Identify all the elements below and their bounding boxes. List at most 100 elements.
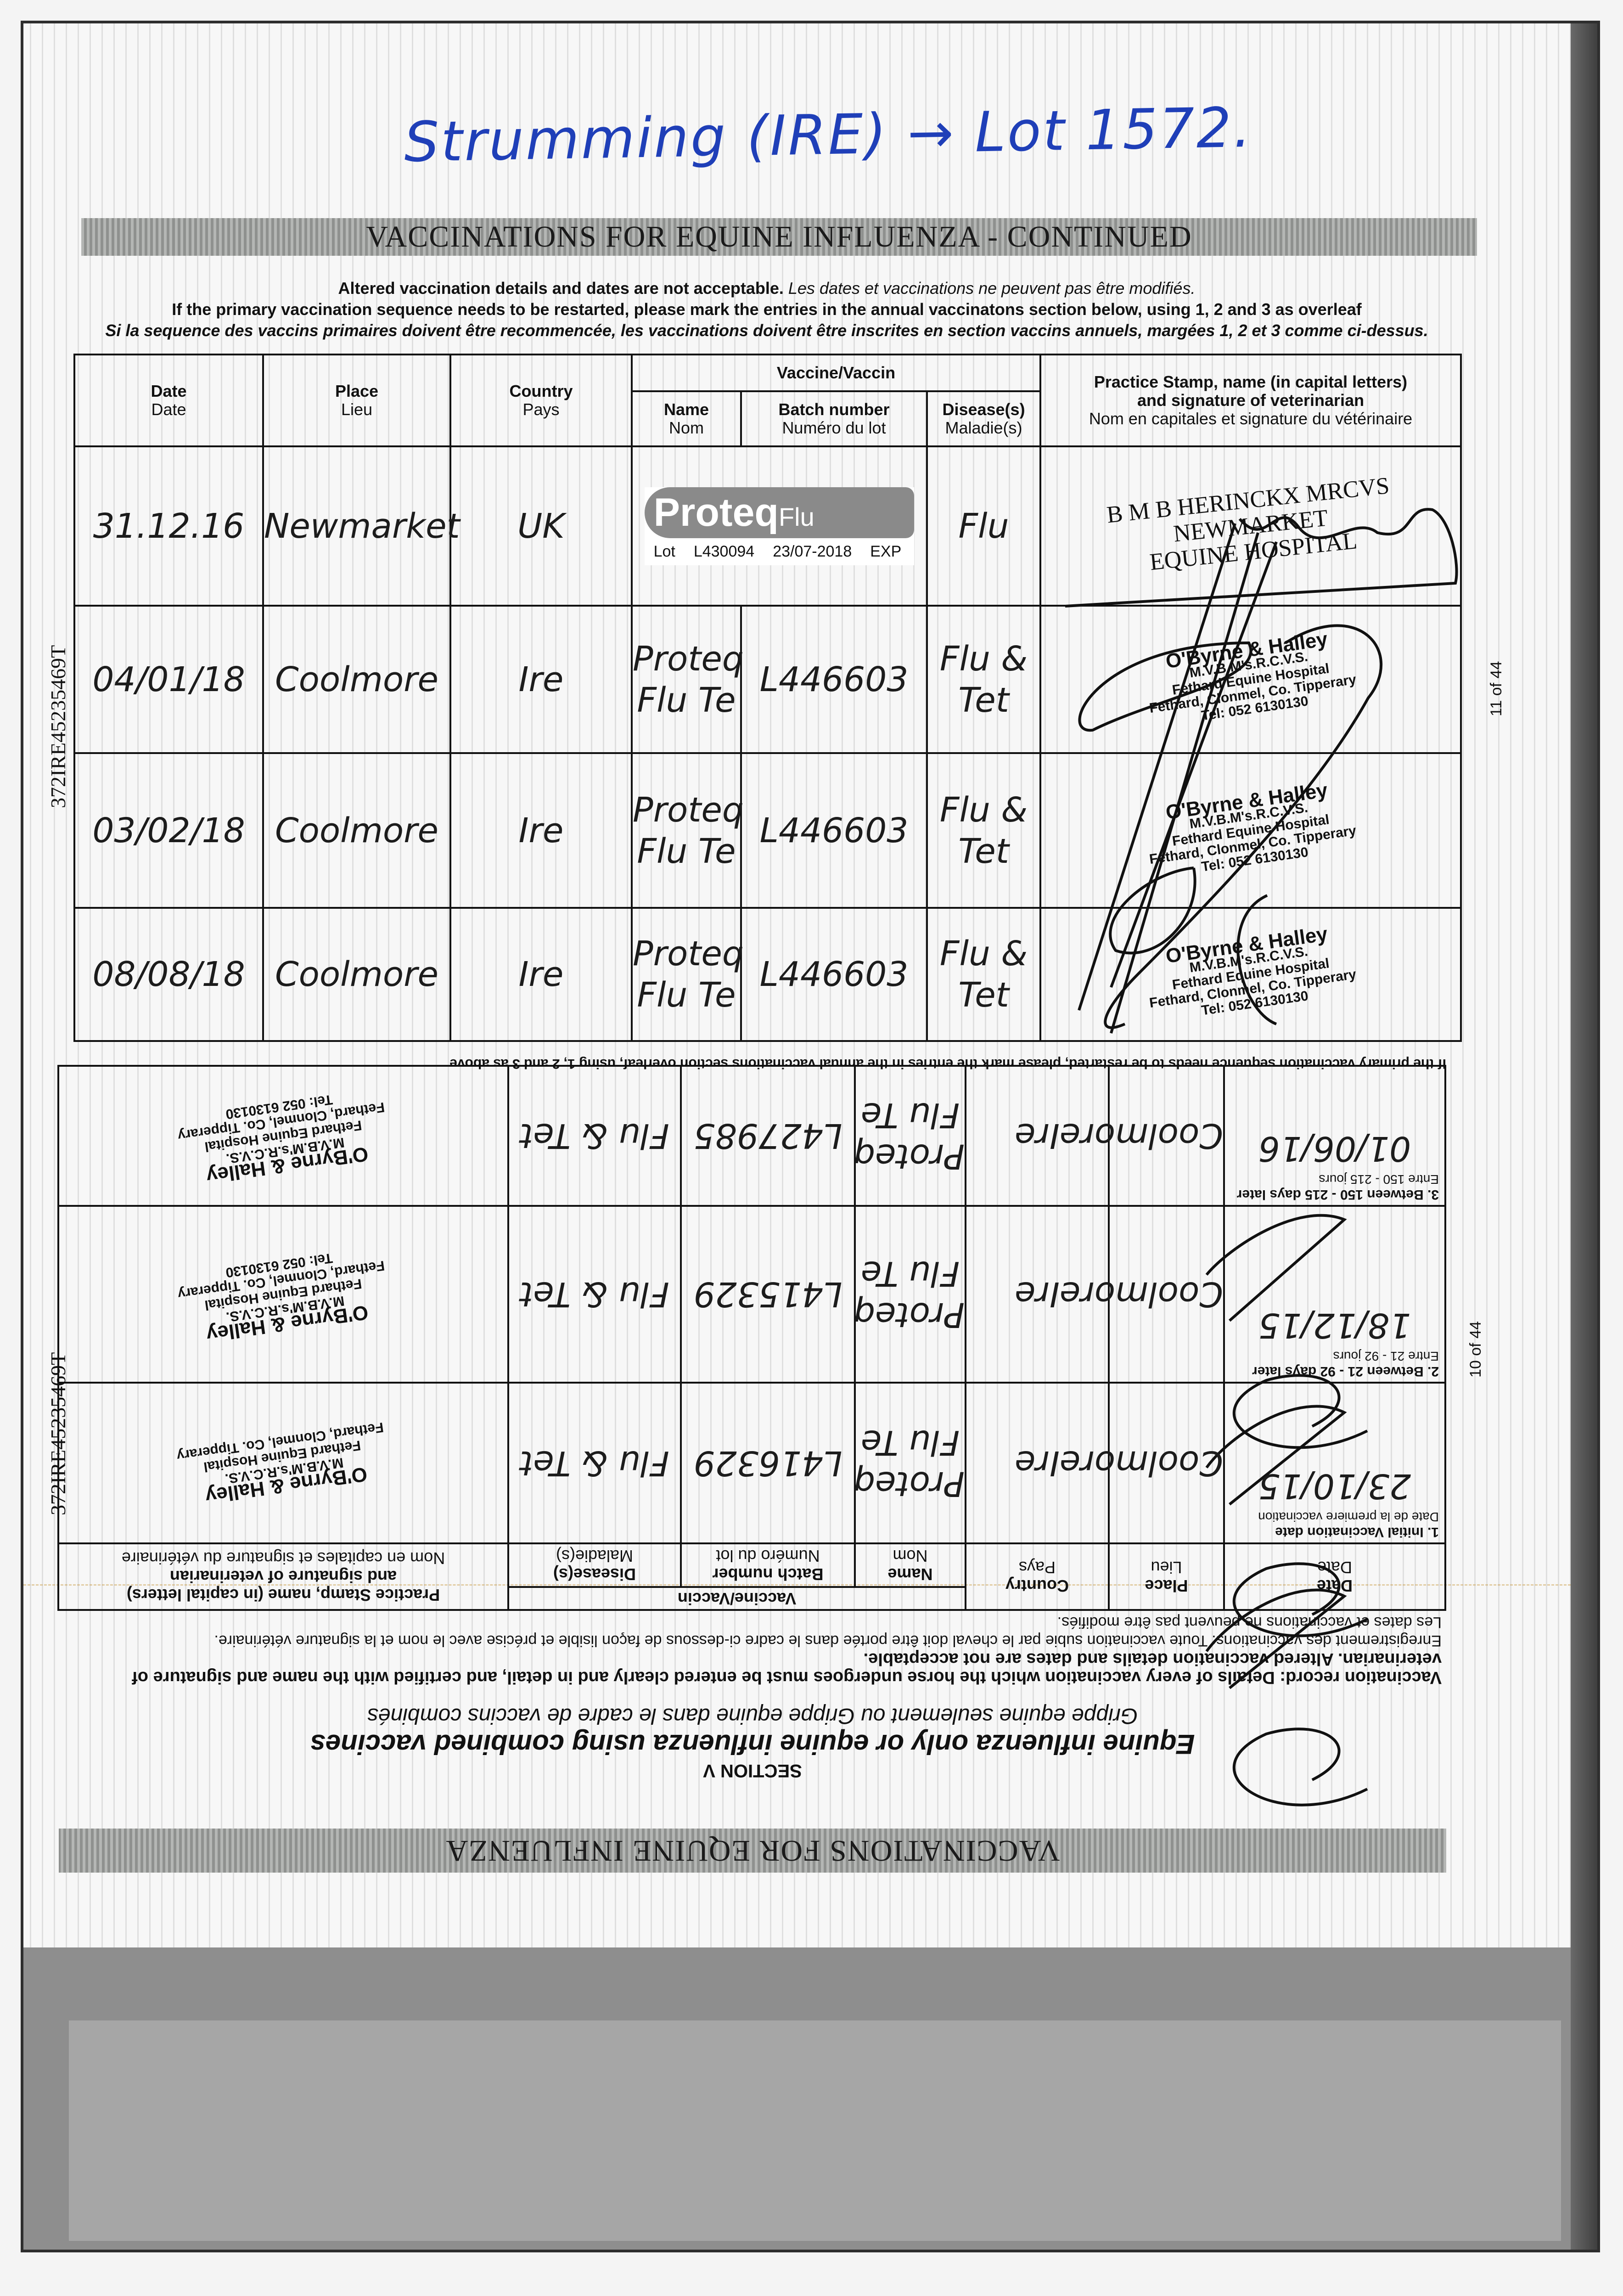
note-altered-fr: Les dates et vaccinations ne peuvent pas… bbox=[788, 279, 1196, 298]
place-cell: Coolmore bbox=[1060, 1066, 1224, 1206]
disease-cell: Flu & Tet bbox=[926, 752, 1042, 909]
country-cell: UK bbox=[449, 445, 633, 607]
batch-cell: L446603 bbox=[740, 605, 928, 754]
header-name: Name Nom bbox=[855, 1543, 966, 1587]
header-place: Place Lieu bbox=[1109, 1543, 1224, 1610]
page-number-upper: 11 of 44 bbox=[1488, 661, 1505, 716]
table-row: 31.12.16 Newmarket UK ProteqFlu Lot L4300… bbox=[73, 445, 1462, 607]
scanner-bed bbox=[69, 2020, 1561, 2241]
section-title-band: VACCINATIONS FOR EQUINE INFLUENZA - CONT… bbox=[81, 218, 1477, 256]
sticker-brand-suffix: Flu bbox=[778, 502, 814, 531]
place-cell: Coolmore bbox=[1060, 1206, 1224, 1383]
stamp-cell: O'Byrne & Halley M.V.B.M's.R.C.V.S. Fethar… bbox=[1039, 605, 1462, 754]
header-place: Place Lieu bbox=[262, 354, 451, 447]
note-altered: Altered vaccination details and dates ar… bbox=[338, 279, 784, 298]
lower-vaccination-table: Date Date Place Lieu Country Pays Vaccine/V… bbox=[57, 1065, 1446, 1611]
section-title: VACCINATIONS FOR EQUINE INFLUENZA - CONT… bbox=[366, 220, 1192, 253]
lower-title-band: VACCINATIONS FOR EQUINE INFLUENZA bbox=[59, 1829, 1446, 1873]
country-cell: Ire bbox=[449, 605, 633, 754]
header-name: Name Nom bbox=[631, 390, 742, 447]
page-number-lower: 10 of 44 bbox=[1467, 1321, 1484, 1378]
place-cell: Newmarket bbox=[262, 445, 460, 607]
vaccination-date: 18/12/15 bbox=[1258, 1306, 1411, 1345]
section-number: SECTION V bbox=[703, 1761, 802, 1781]
header-disease: Disease(s) Maladie(s) bbox=[926, 390, 1042, 447]
restart-note: If the primary vaccination sequence need… bbox=[449, 1056, 1446, 1071]
country-cell: Ire bbox=[449, 907, 633, 1042]
place-cell: Coolmore bbox=[262, 752, 451, 909]
header-vaccine: Vaccine/Vaccin bbox=[630, 354, 1042, 392]
disease-cell: Flu bbox=[926, 445, 1042, 607]
country-cell: Ire bbox=[966, 1066, 1109, 1206]
stamp-cell: O'Byrne & Halley M.V.B.M's.R.C.V.S. Fethar… bbox=[1039, 752, 1462, 909]
disease-cell: Flu & Tet bbox=[926, 907, 1042, 1042]
disease-cell: Flu & Tet bbox=[508, 1066, 681, 1206]
row-label: 2. Between 21 - 92 days later Entre 21 - … bbox=[1252, 1349, 1439, 1379]
practice-stamp: B M B HERINCKX MRCVS NEWMARKET EQUINE HOSP… bbox=[1105, 472, 1391, 575]
note-restart-fr: Si la sequence des vaccins primaires doi… bbox=[105, 321, 1428, 340]
stamp-cell: O'Byrne & Halley M.V.B.M's.R.C.V.S. Fethar… bbox=[1039, 907, 1462, 1042]
vaccine-sticker-cell: ProteqFlu Lot L430094 23/07-2018 EXP bbox=[631, 445, 928, 607]
header-vaccine: Vaccine/Vaccin bbox=[508, 1587, 966, 1610]
proteqflu-sticker: ProteqFlu Lot L430094 23/07-2018 EXP bbox=[644, 487, 915, 565]
practice-stamp: O'Byrne & Halley M.V.B.M's.R.C.V.S. Fethar… bbox=[177, 1092, 386, 1188]
vaccination-date: 23/10/15 bbox=[1258, 1466, 1411, 1506]
batch-cell: L446603 bbox=[740, 907, 928, 1042]
name-cell: Proteq Flu Te bbox=[631, 605, 744, 754]
batch-cell: L427985 bbox=[681, 1066, 855, 1206]
note-restart: If the primary vaccination sequence need… bbox=[172, 300, 1362, 319]
practice-stamp: O'Byrne & Halley M.V.B.M's.R.C.V.S. Fethar… bbox=[1148, 627, 1357, 724]
date-cell: 04/01/18 bbox=[73, 605, 264, 754]
table-row: 03/02/18 Coolmore Ire Proteq Flu Te L446603 F… bbox=[73, 752, 1462, 909]
place-cell: Coolmore bbox=[262, 605, 451, 754]
disease-cell: Flu & Tet bbox=[926, 605, 1042, 754]
header-date: Date Date bbox=[73, 354, 264, 447]
table-row: 04/01/18 Coolmore Ire Proteq Flu Te L446603 F… bbox=[73, 605, 1462, 754]
practice-stamp: O'Byrne & Halley M.V.B.M's.R.C.V.S. Fethar… bbox=[1148, 923, 1357, 1019]
header-stamp: Practice Stamp, name (in capital letters… bbox=[58, 1543, 508, 1610]
header-country: Country Pays bbox=[966, 1543, 1109, 1610]
country-cell: Ire bbox=[966, 1206, 1109, 1383]
name-cell: Proteq Flu Te bbox=[631, 907, 744, 1042]
date-cell: 3. Between 150 - 215 days later Entre 150… bbox=[1224, 1066, 1445, 1206]
date-cell: 03/02/18 bbox=[73, 752, 264, 909]
fold-line bbox=[23, 1584, 1571, 1586]
batch-cell: L415329 bbox=[681, 1206, 855, 1383]
lower-page-rotated: VACCINATIONS FOR EQUINE INFLUENZA SECTIO… bbox=[57, 1055, 1446, 1873]
date-cell: 2. Between 21 - 92 days later Entre 21 - … bbox=[1224, 1206, 1445, 1383]
date-cell: 1. Initial Vaccination date Date de la pr… bbox=[1224, 1383, 1445, 1543]
stamp-cell: O'Byrne & Halley M.V.B.M's.R.C.V.S. Fethar… bbox=[58, 1206, 508, 1383]
section-heading: SECTION V Equine influenza only or equin… bbox=[59, 1703, 1446, 1781]
name-cell: Proteq Flu Te bbox=[854, 1066, 966, 1206]
practice-stamp: O'Byrne & Halley M.V.B.M's.R.C.V.S. Fethar… bbox=[176, 1419, 385, 1508]
batch-cell: L416329 bbox=[681, 1383, 855, 1543]
upper-vaccination-table: Date Date Place Lieu Country Pays Vaccine/V… bbox=[73, 354, 1462, 1042]
header-stamp: Practice Stamp, name (in capital letters… bbox=[1039, 354, 1462, 447]
country-cell: Ire bbox=[966, 1383, 1109, 1543]
header-disease: Disease(s) Maladie(s) bbox=[508, 1543, 681, 1587]
batch-cell: L446603 bbox=[740, 752, 928, 909]
header-batch: Batch number Numéro du lot bbox=[681, 1543, 855, 1587]
stamp-cell: O'Byrne & Halley M.V.B.M's.R.C.V.S. Fethar… bbox=[58, 1066, 508, 1206]
name-cell: Proteq Flu Te bbox=[854, 1383, 966, 1543]
header-batch: Batch number Numéro du lot bbox=[740, 390, 928, 447]
table-row: 08/08/18 Coolmore Ire Proteq Flu Te L446603 F… bbox=[73, 907, 1462, 1042]
country-cell: Ire bbox=[449, 752, 633, 909]
record-notes: Vaccination record: Details of every vac… bbox=[64, 1613, 1442, 1687]
name-cell: Proteq Flu Te bbox=[854, 1206, 966, 1383]
table-row: 1. Initial Vaccination date Date de la pr… bbox=[58, 1383, 1445, 1543]
sticker-expiry: 23/07-2018 bbox=[773, 542, 852, 560]
disease-cell: Flu & Tet bbox=[508, 1206, 681, 1383]
lower-section-title: VACCINATIONS FOR EQUINE INFLUENZA bbox=[445, 1834, 1060, 1868]
section-subtitle: Equine influenza only or equine influenz… bbox=[310, 1729, 1195, 1760]
page-edge-shadow bbox=[1571, 23, 1597, 2250]
upper-notes: Altered vaccination details and dates ar… bbox=[73, 278, 1460, 341]
passport-id-lower: 372IRE45235469T bbox=[46, 1352, 70, 1515]
date-cell: 08/08/18 bbox=[73, 907, 264, 1042]
record-note-fr2: Les dates et vaccinations ne peuvent pas… bbox=[1057, 1614, 1442, 1631]
passport-id-upper: 372IRE45235469T bbox=[46, 645, 70, 808]
table-row: 2. Between 21 - 92 days later Entre 21 - … bbox=[58, 1206, 1445, 1383]
practice-stamp: O'Byrne & Halley M.V.B.M's.R.C.V.S. Fethar… bbox=[177, 1250, 386, 1346]
name-cell: Proteq Flu Te bbox=[631, 752, 744, 909]
stamp-cell: O'Byrne & Halley M.V.B.M's.R.C.V.S. Fethar… bbox=[58, 1383, 508, 1543]
